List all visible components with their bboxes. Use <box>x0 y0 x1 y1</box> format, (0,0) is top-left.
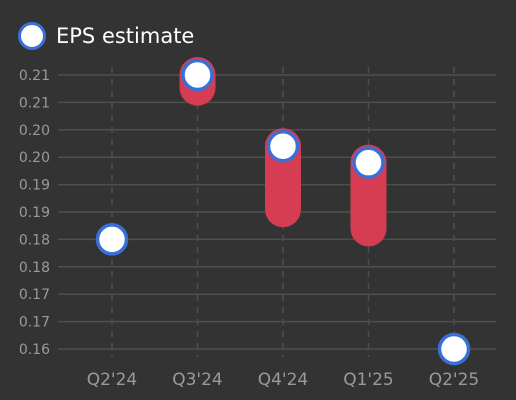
eps-estimate-point[interactable] <box>352 146 385 179</box>
eps-estimate-point[interactable] <box>437 332 471 366</box>
y-tick-label: 0.17 <box>19 287 50 303</box>
y-tick-label: 0.20 <box>19 150 50 166</box>
x-axis-ticks: Q2'24 Q3'24 Q4'24 Q1'25 Q2'25 <box>87 370 480 390</box>
y-tick-label: 0.21 <box>19 68 50 84</box>
y-tick-label: 0.18 <box>19 260 50 276</box>
x-tick-label: Q1'25 <box>343 370 394 390</box>
x-tick-label: Q2'24 <box>87 370 138 390</box>
y-tick-label: 0.17 <box>19 315 50 331</box>
x-tick-label: Q3'24 <box>172 370 223 390</box>
y-tick-label: 0.16 <box>19 342 50 358</box>
y-axis-ticks: 0.16 0.17 0.17 0.18 0.18 0.19 0.19 0.20 0.20 0.21… <box>19 68 50 358</box>
eps-estimate-point[interactable] <box>95 223 129 256</box>
y-tick-label: 0.18 <box>19 232 50 248</box>
legend-marker-icon <box>18 22 46 50</box>
legend-label: EPS estimate <box>56 24 195 48</box>
y-tick-label: 0.20 <box>19 123 50 139</box>
eps-estimate-point[interactable] <box>181 58 214 92</box>
data-points <box>95 58 471 366</box>
x-tick-label: Q4'24 <box>258 370 309 390</box>
eps-estimate-point[interactable] <box>266 129 300 163</box>
y-tick-label: 0.19 <box>19 205 50 221</box>
y-tick-label: 0.19 <box>19 178 50 194</box>
legend: EPS estimate <box>18 20 194 52</box>
x-tick-label: Q2'25 <box>429 370 480 390</box>
y-tick-label: 0.21 <box>19 95 50 111</box>
